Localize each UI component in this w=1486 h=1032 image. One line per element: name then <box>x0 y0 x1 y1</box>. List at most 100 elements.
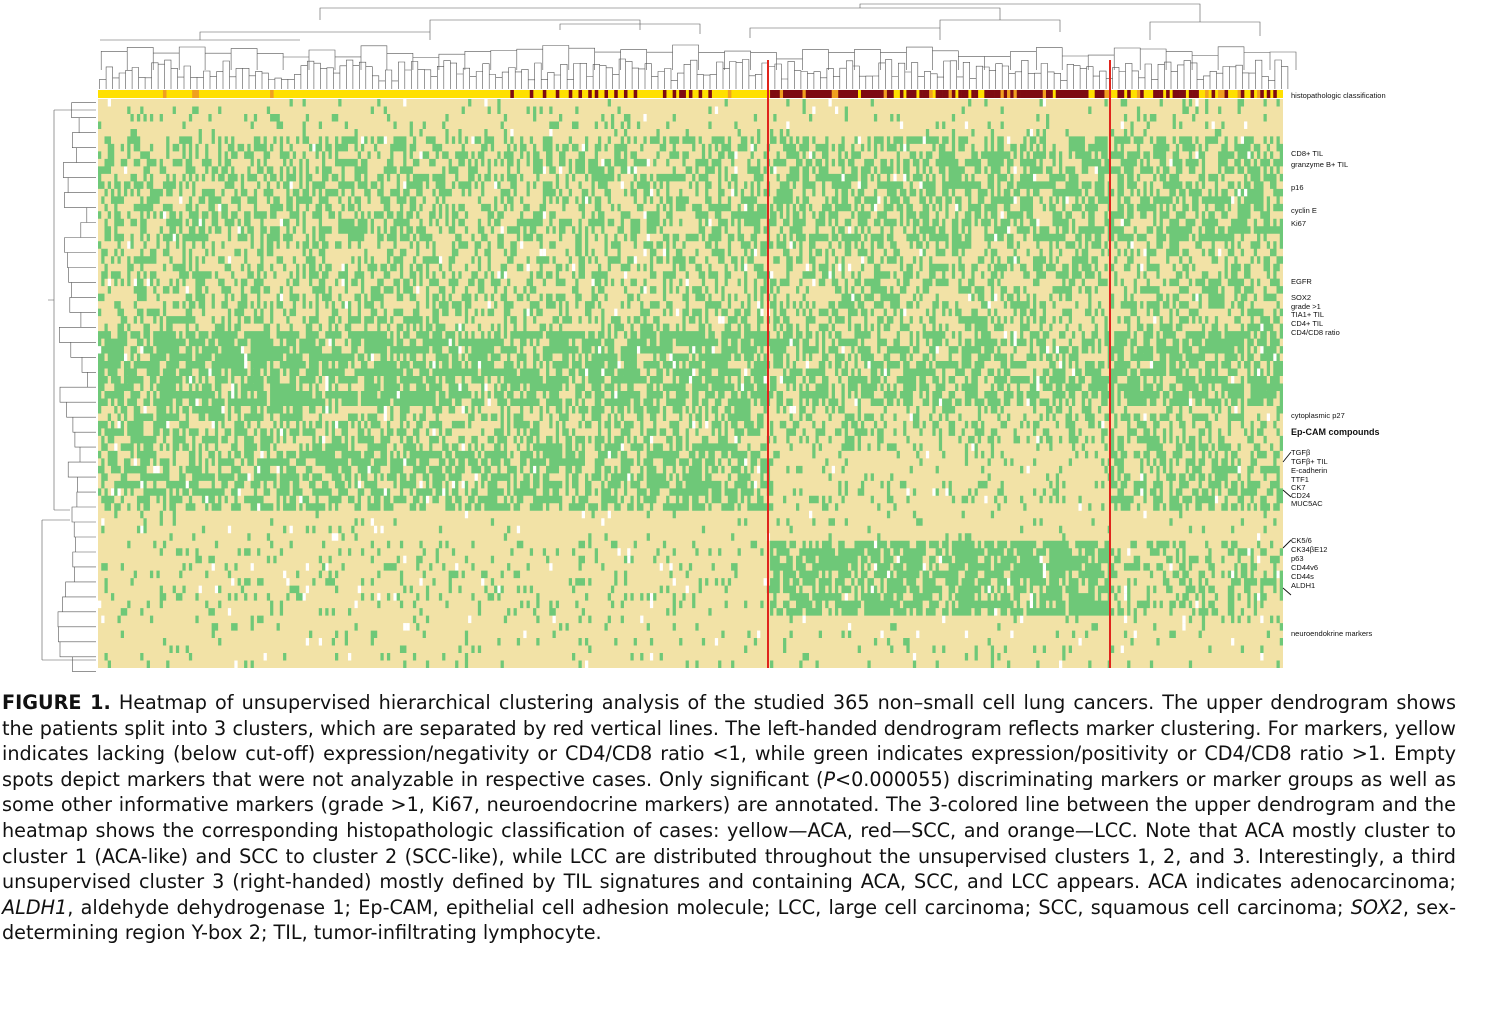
empty-cell <box>1007 578 1011 586</box>
empty-cell <box>734 151 738 159</box>
empty-cell <box>438 256 443 264</box>
empty-cell <box>107 278 111 287</box>
empty-cell <box>617 361 621 369</box>
histo-case <box>792 90 797 98</box>
dendrogram-lines <box>41 102 96 672</box>
empty-cell <box>1143 413 1147 421</box>
empty-cell <box>809 510 813 519</box>
empty-cell <box>162 211 167 219</box>
empty-cell <box>877 196 881 204</box>
histo-case <box>1159 90 1164 98</box>
empty-cell <box>919 248 923 257</box>
empty-cell <box>669 563 673 571</box>
empty-cell <box>325 405 329 414</box>
empty-cell <box>286 578 290 586</box>
histo-case <box>623 90 628 98</box>
histo-case <box>870 90 875 98</box>
empty-cell <box>1266 413 1271 421</box>
histo-case <box>812 90 816 98</box>
marker-label: CD4/CD8 ratio <box>1291 328 1340 337</box>
empty-cell <box>140 346 144 354</box>
empty-cell <box>279 293 284 302</box>
empty-cell <box>1218 248 1222 257</box>
empty-cell <box>302 593 306 601</box>
empty-cell <box>533 465 537 474</box>
empty-cell <box>1140 473 1144 481</box>
empty-cell <box>373 525 378 534</box>
empty-cell <box>1120 121 1124 129</box>
empty-cell <box>484 383 488 391</box>
empty-cell <box>117 420 121 429</box>
empty-cell <box>1244 121 1248 129</box>
empty-cell <box>1055 346 1059 354</box>
empty-cell <box>792 405 797 414</box>
empty-cell <box>1140 263 1144 272</box>
marker-label: cyclin E <box>1291 206 1317 215</box>
empty-cell <box>711 346 715 354</box>
empty-cell <box>305 563 310 571</box>
empty-cell <box>240 346 245 354</box>
empty-cell <box>542 211 547 219</box>
marker-label: E-cadherin <box>1291 466 1327 475</box>
empty-cell <box>734 166 738 174</box>
empty-cell <box>110 488 115 496</box>
empty-cell <box>383 488 387 496</box>
empty-cell <box>299 495 303 504</box>
empty-cell <box>1123 585 1128 594</box>
empty-cell <box>1188 398 1193 406</box>
histo-case <box>886 90 891 98</box>
marker-label: CD44v6 <box>1291 563 1318 572</box>
empty-cell <box>396 390 400 399</box>
marker-label: SOX2 <box>1291 293 1311 302</box>
empty-cell <box>753 480 758 489</box>
histo-case <box>987 90 992 98</box>
empty-cell <box>851 293 855 302</box>
empty-cell <box>640 615 644 624</box>
histo-case <box>906 90 910 98</box>
histo-case <box>1224 90 1229 98</box>
empty-cell <box>669 353 673 362</box>
empty-cell <box>1078 503 1082 511</box>
histo-case <box>922 90 927 98</box>
empty-cell <box>211 420 215 429</box>
empty-cell <box>406 623 410 631</box>
empty-cell <box>607 510 611 519</box>
empty-cell <box>393 593 397 601</box>
empty-cell <box>789 338 793 347</box>
histo-case <box>1003 90 1008 98</box>
histo-case <box>1192 90 1196 98</box>
empty-cell <box>1214 495 1219 504</box>
empty-cell <box>838 263 842 272</box>
empty-cell <box>179 196 183 204</box>
histo-case <box>698 90 703 98</box>
histo-case <box>929 90 933 98</box>
histo-case <box>542 90 547 98</box>
empty-cell <box>380 525 384 534</box>
empty-cell <box>1046 346 1050 354</box>
empty-cell <box>714 106 719 114</box>
empty-cell <box>500 226 504 234</box>
empty-cell <box>172 233 176 242</box>
histo-case <box>270 90 274 98</box>
histo-case <box>919 90 923 98</box>
empty-cell <box>1036 376 1040 384</box>
empty-cell <box>1195 600 1199 609</box>
histo-case <box>974 90 979 98</box>
marker-label: Ep-CAM compounds <box>1291 427 1380 437</box>
empty-cell <box>458 346 462 354</box>
empty-cell <box>497 271 501 279</box>
histo-case <box>873 90 878 98</box>
histo-case <box>776 90 781 98</box>
empty-cell <box>341 278 345 287</box>
empty-cell <box>786 121 790 129</box>
empty-cell <box>237 226 241 234</box>
empty-cell <box>1130 241 1134 249</box>
empty-cell <box>870 585 874 594</box>
empty-cell <box>1211 121 1215 129</box>
empty-cell <box>1237 188 1241 197</box>
histo-case <box>1075 90 1079 98</box>
marker-label: p16 <box>1291 183 1304 192</box>
empty-cell <box>458 383 462 391</box>
caption-part-4: , sex-determining region Y-box 2; TIL, t… <box>2 895 1456 945</box>
empty-cell <box>1094 166 1098 174</box>
